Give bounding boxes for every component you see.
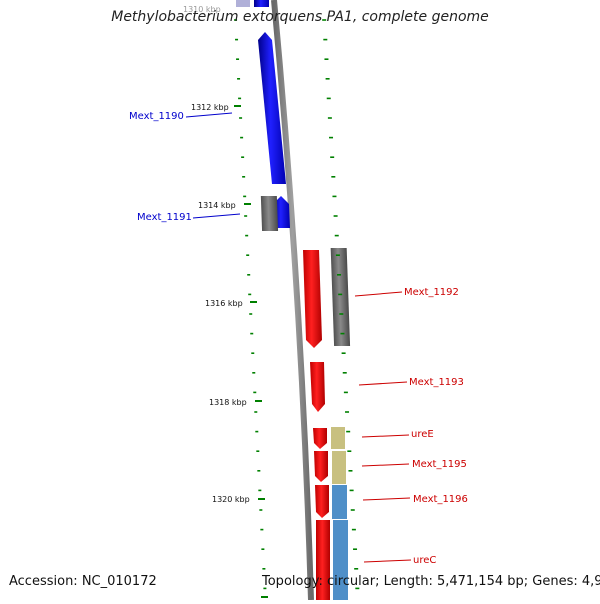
gene-other-1 <box>260 196 279 231</box>
gene-forward-partial <box>236 0 269 7</box>
scale-label-1320: 1320 kbp <box>212 495 250 504</box>
gene-label-mext-1190[interactable]: Mext_1190 <box>129 111 184 122</box>
gene-label-mext-1195[interactable]: Mext_1195 <box>412 459 467 470</box>
scale-label-1310: 1310 kbp <box>183 5 221 14</box>
gene-other-2 <box>330 248 351 346</box>
gene-mext-1196 <box>315 485 329 518</box>
gene-label-mext-1191[interactable]: Mext_1191 <box>137 212 192 223</box>
scale-label-1318: 1318 kbp <box>209 398 247 407</box>
scale-label-1312: 1312 kbp <box>191 103 229 112</box>
feature-tan-2 <box>332 451 346 484</box>
gene-label-mext-1193[interactable]: Mext_1193 <box>409 377 464 388</box>
gene-label-uree[interactable]: ureE <box>411 429 434 440</box>
gene-uree <box>313 428 327 449</box>
scale-label-1316: 1316 kbp <box>205 299 243 308</box>
feature-blue-1 <box>332 485 347 519</box>
tick-track-left <box>234 19 267 590</box>
gene-label-urec[interactable]: ureC <box>413 555 436 566</box>
accession-text: Accession: NC_010172 <box>9 574 157 589</box>
map-title: Methylobacterium extorquens PA1, complet… <box>111 9 489 25</box>
gene-mext-1192 <box>303 250 322 348</box>
gene-mext-1190 <box>258 32 286 184</box>
scale-label-1314: 1314 kbp <box>198 201 236 210</box>
genome-backbone <box>271 0 314 601</box>
tick-track-right <box>322 19 360 590</box>
feature-blue-2 <box>333 520 348 600</box>
gene-label-mext-1192[interactable]: Mext_1192 <box>404 287 459 298</box>
feature-tan-1 <box>331 427 345 449</box>
gene-label-mext-1196[interactable]: Mext_1196 <box>413 494 468 505</box>
gene-mext-1195 <box>314 451 328 482</box>
scale-ticks <box>234 105 268 598</box>
leader-lines <box>185 112 412 563</box>
gene-mext-1193 <box>310 362 325 412</box>
topology-text: Topology: circular; Length: 5,471,154 bp… <box>262 574 600 589</box>
gene-urec <box>316 520 330 600</box>
